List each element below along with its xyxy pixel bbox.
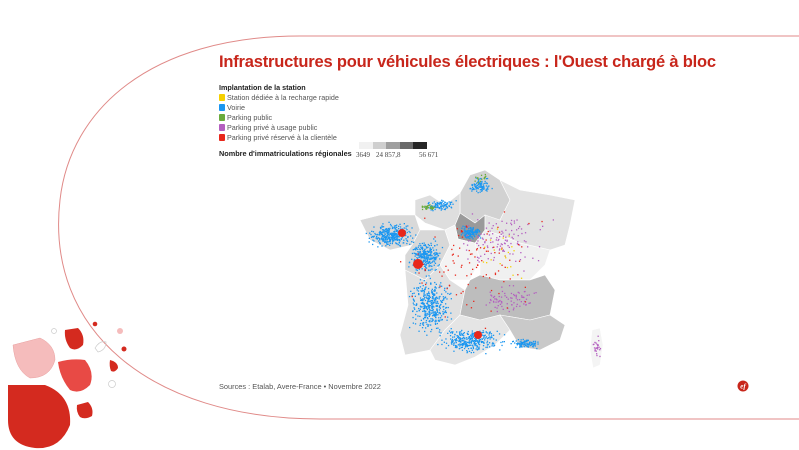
hotspot-marker xyxy=(398,229,406,237)
legend-item-label: Parking privé à usage public xyxy=(227,122,318,132)
region-bourgogne-franche-comt- xyxy=(474,229,551,281)
hotspot-marker xyxy=(474,331,482,339)
legend-item-label: Station dédiée à la recharge rapide xyxy=(227,93,339,102)
source-note: Sources : Etalab, Avere-France • Novembr… xyxy=(219,382,381,391)
scale-bin xyxy=(399,142,414,149)
region-centre-val-de-loire xyxy=(439,224,481,281)
scale-bin xyxy=(359,142,373,149)
swatch-icon xyxy=(219,114,225,122)
scale-bin xyxy=(386,142,400,149)
scale-color-bar xyxy=(359,142,427,149)
station-legend: Implantation de la station Station dédié… xyxy=(219,83,339,142)
legend-item-parking-public: Parking public xyxy=(219,113,339,123)
drops-decoration xyxy=(8,321,127,449)
legend-item-parking-prive-public: Parking privé à usage public xyxy=(219,123,339,133)
legend-item-label: Voirie xyxy=(227,102,245,112)
chart-title: Infrastructures pour véhicules électriqu… xyxy=(219,53,716,71)
registration-scale-legend: Nombre d'immatriculations régionales 364… xyxy=(219,142,438,159)
scale-bin xyxy=(372,142,387,149)
legend-item-label: Parking privé réservé à la clientèle xyxy=(227,132,337,142)
scale-label: Nombre d'immatriculations régionales xyxy=(219,149,352,158)
scale-tick-min: 3649 xyxy=(356,151,370,159)
legend-item-label: Parking public xyxy=(227,112,273,122)
france-map xyxy=(360,169,604,369)
hotspot-marker xyxy=(413,259,423,269)
scale-bin xyxy=(413,142,427,149)
region-auvergne-rh-ne-alpes xyxy=(459,274,556,321)
swatch-icon xyxy=(219,124,225,132)
scale-ticks: 3649 24 857,8 56 671 xyxy=(356,151,476,161)
scale-tick-mid: 24 857,8 xyxy=(376,151,401,159)
publisher-logo-icon: ef xyxy=(737,380,749,392)
swatch-icon xyxy=(219,94,225,102)
map-station-points xyxy=(365,173,602,358)
region-normandie xyxy=(414,192,461,231)
frame-outline xyxy=(58,35,799,420)
region-provence-alpes-c-te-d-azur xyxy=(499,314,566,351)
scale-tick-max: 56 671 xyxy=(419,151,439,159)
swatch-icon xyxy=(219,134,225,141)
legend-heading: Implantation de la station xyxy=(219,83,306,92)
map-regions xyxy=(360,169,604,369)
swatch-icon xyxy=(219,104,225,112)
legend-item-parking-prive-clientele: Parking privé réservé à la clientèle xyxy=(219,133,339,143)
svg-text:ef: ef xyxy=(740,383,746,391)
legend-item-recharge-rapide: Station dédiée à la recharge rapide xyxy=(219,93,339,103)
legend-item-voirie: Voirie xyxy=(219,103,339,113)
